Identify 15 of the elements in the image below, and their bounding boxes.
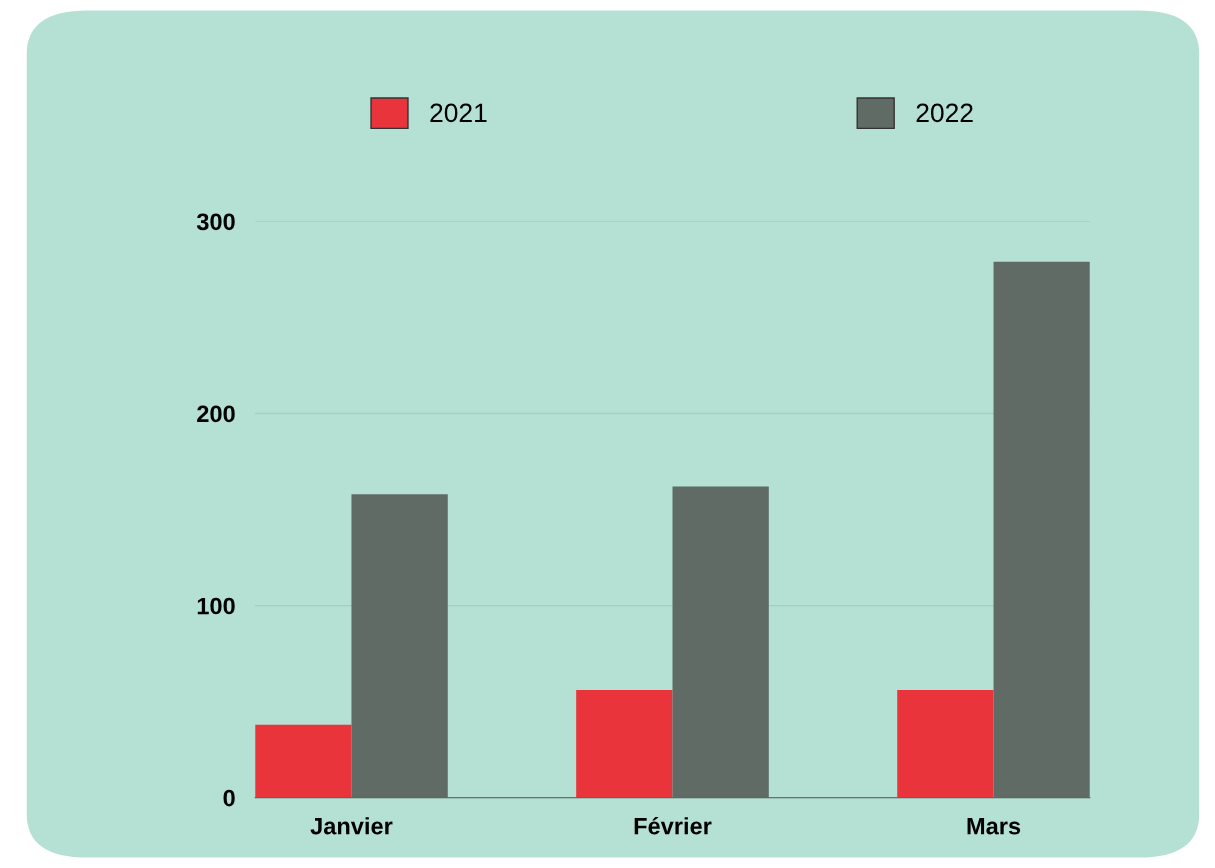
bar: [255, 724, 352, 798]
y-tick-label: 200: [197, 405, 235, 423]
x-tick-label: Février: [634, 816, 712, 835]
y-tick-label: 300: [196, 213, 235, 231]
y-tick-label: 100: [197, 597, 235, 615]
y-tick-label: 0: [223, 789, 235, 807]
bar: [897, 690, 994, 798]
x-tick-label: Janvier: [310, 817, 393, 835]
bar: [672, 486, 769, 798]
bar: [351, 494, 448, 798]
bar: [576, 690, 673, 798]
legend-label: 2022: [916, 103, 973, 123]
bar: [993, 261, 1090, 798]
x-tick-label: Mars: [967, 818, 1021, 835]
legend-label: 2021: [430, 103, 487, 123]
